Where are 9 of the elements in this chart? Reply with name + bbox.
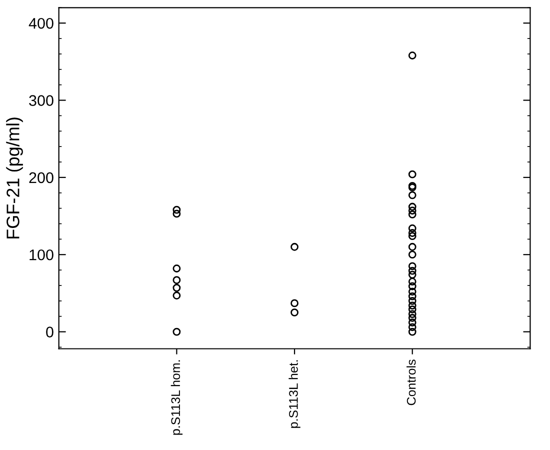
y-tick-label: 400 — [28, 18, 54, 29]
y-axis-title: FGF-21 (pg/ml) — [6, 118, 23, 238]
y-tick-label: 300 — [29, 95, 54, 106]
x-tick-label: Controls — [406, 360, 416, 406]
y-tick-label: 100 — [30, 249, 54, 260]
y-tick-label: 200 — [29, 172, 54, 184]
y-tick-label: 0 — [46, 326, 54, 338]
x-tick-label: p.S113L het. — [288, 360, 300, 428]
x-tick-label: p.S113L hom. — [170, 360, 183, 435]
